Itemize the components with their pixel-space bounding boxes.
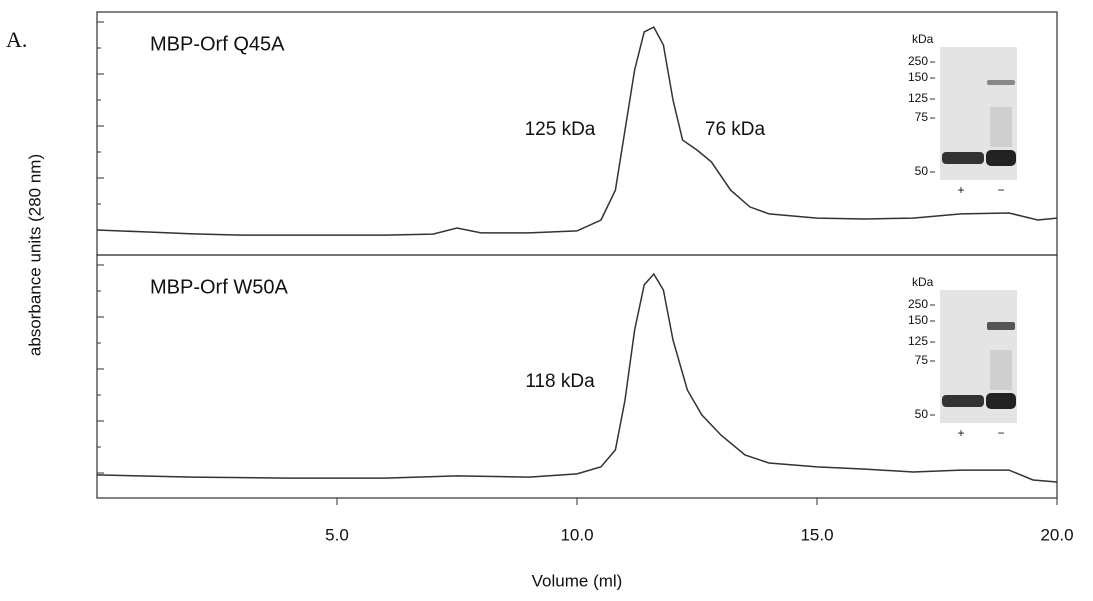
- annotation: 125 kDa: [525, 119, 596, 140]
- gel-inset: kDa 250 150 125 75 50 + −: [908, 275, 1017, 440]
- gel-marker: 125: [908, 91, 928, 105]
- gel-band: [942, 395, 984, 407]
- annotation: 118 kDa: [525, 371, 595, 392]
- gel-marker: 125: [908, 334, 928, 348]
- line: [96, 26, 1058, 236]
- gel-marker: 50: [915, 164, 929, 178]
- gel-marker: 250: [908, 297, 928, 311]
- gel-band: [986, 150, 1016, 166]
- gel-marker: 50: [915, 407, 929, 421]
- panel-label: A.: [6, 27, 27, 52]
- gel-lane: −: [997, 426, 1004, 440]
- x-tick-label: 20.0: [1040, 525, 1073, 544]
- x-tick-label: 10.0: [560, 525, 593, 544]
- gel-lane: +: [957, 426, 964, 440]
- gel-marker: 75: [915, 110, 929, 124]
- line: [96, 272, 1058, 483]
- gel-smear: [990, 107, 1012, 147]
- gel-unit: kDa: [912, 32, 934, 46]
- gel-marker: 75: [915, 353, 929, 367]
- gel-smear: [990, 350, 1012, 390]
- gel-band: [942, 152, 984, 164]
- y-axis-label: absorbance units (280 nm): [25, 154, 44, 356]
- gel-marker: 150: [908, 313, 928, 327]
- gel-lane: −: [997, 183, 1004, 197]
- gel-inset: kDa 250 150 125 75 50 + −: [908, 32, 1017, 197]
- x-tick-label: 15.0: [800, 525, 833, 544]
- gel-unit: kDa: [912, 275, 934, 289]
- x-tick-label: 5.0: [325, 525, 349, 544]
- panel-title: MBP-Orf W50A: [150, 276, 288, 298]
- x-axis-label: Volume (ml): [532, 571, 623, 590]
- gel-marker: 150: [908, 70, 928, 84]
- gel-band: [986, 393, 1016, 409]
- annotation: 76 kDa: [705, 119, 766, 140]
- gel-marker: 250: [908, 54, 928, 68]
- panel-title: MBP-Orf Q45A: [150, 33, 285, 55]
- gel-band: [987, 322, 1015, 330]
- gel-band: [987, 80, 1015, 85]
- gel-lane: +: [957, 183, 964, 197]
